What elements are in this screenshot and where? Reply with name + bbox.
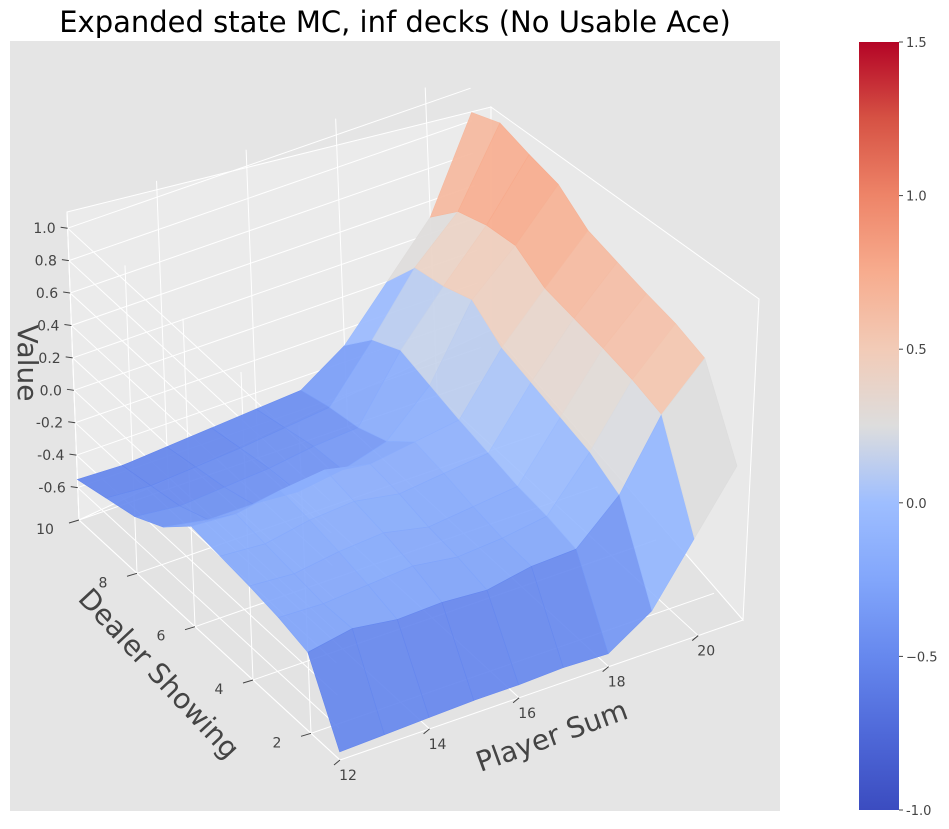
- z-tick-mark: [68, 421, 76, 424]
- z-tick-mark: [63, 291, 71, 294]
- x-tick-label: 14: [429, 737, 447, 753]
- x-tick-mark: [691, 635, 699, 641]
- z-tick-label: 0.8: [35, 254, 57, 270]
- colorbar-tick-label: 0.5: [906, 343, 927, 358]
- z-axis-label: Value: [11, 325, 44, 402]
- colorbar: -1.0 −0.5 0.0 0.5 1.0 1.5: [859, 36, 938, 819]
- y-tick-label: 8: [99, 575, 108, 591]
- y-tick-label: 6: [157, 629, 166, 645]
- x-tick-mark: [333, 759, 341, 766]
- z-tick-mark: [69, 453, 77, 456]
- y-tick-mark: [300, 732, 312, 737]
- z-tick-label: -0.4: [37, 448, 64, 464]
- value-surface: [76, 112, 738, 753]
- z-tick-mark: [61, 259, 69, 262]
- axis-ticks: 12 14 16 18 20 2 4 6 8 10 -0.6 -0.4 -0.2 0.0 0.2 0.4 0.6…: [33, 221, 715, 784]
- chart-title: Expanded state MC, inf decks (No Usable …: [59, 5, 731, 39]
- colorbar-tick-label: 1.0: [906, 190, 927, 205]
- z-tick-label: 0.0: [40, 383, 62, 399]
- y-tick-mark: [184, 626, 196, 631]
- colorbar-tick-label: −0.5: [906, 650, 938, 665]
- x-tick-mark: [512, 697, 520, 704]
- z-tick-label: 0.4: [37, 318, 59, 334]
- z-tick-label: -0.2: [36, 416, 63, 432]
- x-tick-mark: [423, 728, 430, 735]
- x-tick-label: 16: [518, 706, 536, 722]
- y-tick-mark: [242, 679, 254, 684]
- x-tick-mark: [602, 666, 609, 673]
- x-tick-label: 18: [608, 675, 626, 691]
- colorbar-tick-label: 0.0: [906, 497, 927, 512]
- z-tick-mark: [66, 388, 75, 391]
- z-tick-label: 0.6: [36, 286, 58, 302]
- z-tick-label: 0.2: [38, 351, 60, 367]
- x-tick-label: 12: [339, 768, 357, 784]
- y-tick-label: 10: [36, 522, 54, 538]
- z-tick-mark: [60, 226, 68, 229]
- colorbar-tick-label: -1.0: [906, 804, 931, 819]
- colorbar-gradient: [859, 42, 899, 810]
- x-tick-label: 20: [697, 644, 715, 660]
- colorbar-ticks: -1.0 −0.5 0.0 0.5 1.0 1.5: [899, 36, 938, 819]
- surface-facet: [661, 357, 738, 540]
- y-tick-label: 2: [273, 735, 282, 751]
- z-tick-label: 1.0: [33, 221, 55, 237]
- z-tick-label: -0.6: [38, 481, 65, 497]
- z-tick-mark: [64, 323, 72, 326]
- z-tick-mark: [70, 486, 78, 489]
- colorbar-tick-label: 1.5: [906, 36, 927, 51]
- y-tick-label: 4: [215, 682, 224, 698]
- y-tick-mark: [68, 519, 80, 524]
- y-tick-mark: [126, 572, 138, 577]
- z-tick-mark: [65, 356, 73, 359]
